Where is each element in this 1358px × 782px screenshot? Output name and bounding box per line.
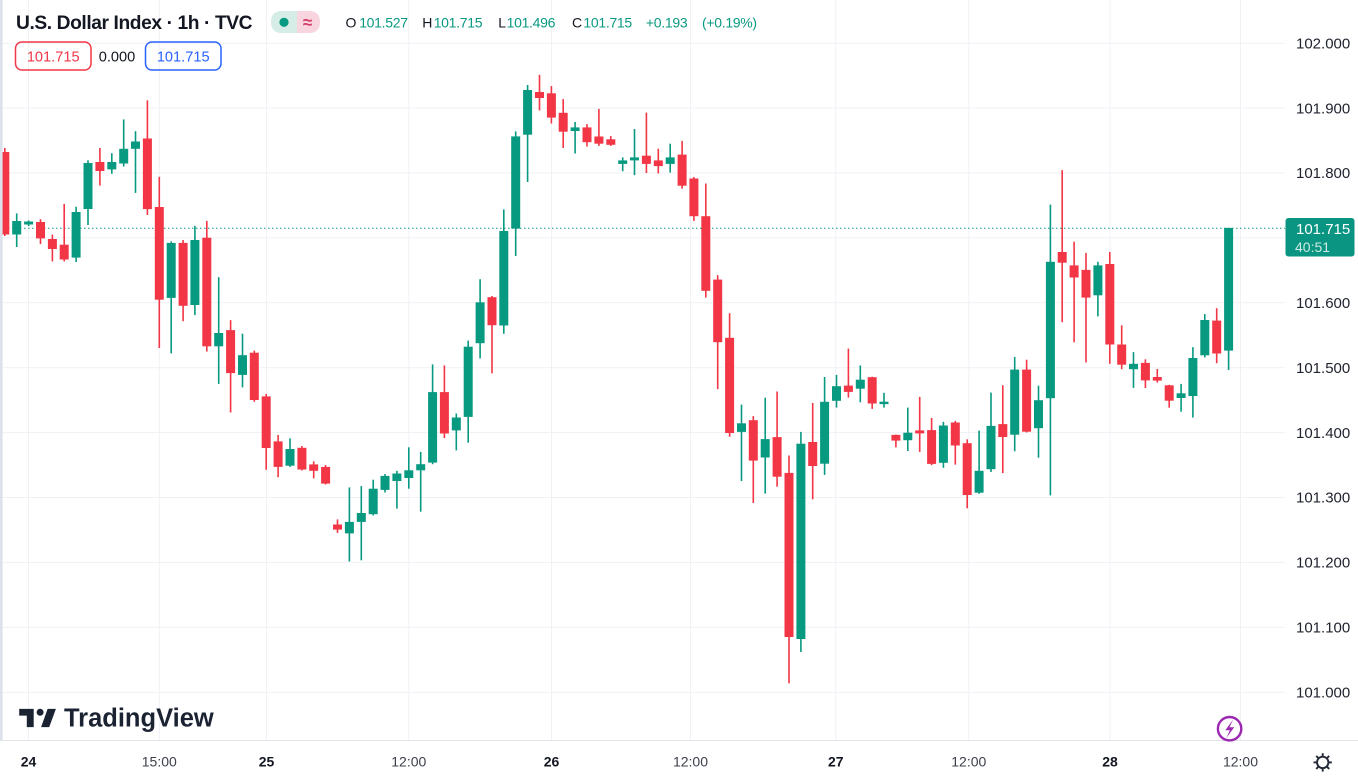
svg-text:101.600: 101.600 [1296,295,1350,312]
svg-text:12:00: 12:00 [673,754,708,770]
svg-text:28: 28 [1102,754,1118,770]
svg-text:101.300: 101.300 [1296,490,1350,507]
svg-text:12:00: 12:00 [1223,754,1258,770]
svg-text:12:00: 12:00 [951,754,986,770]
svg-text:12:00: 12:00 [391,754,426,770]
svg-text:101.100: 101.100 [1296,620,1350,637]
svg-text:101.715: 101.715 [157,49,210,65]
svg-text:26: 26 [544,754,560,770]
svg-text:TradingView: TradingView [64,705,214,733]
svg-text:101.715: 101.715 [27,49,80,65]
svg-text:40:51: 40:51 [1295,239,1330,255]
svg-text:≈: ≈ [303,13,312,32]
svg-text:101.500: 101.500 [1296,360,1350,377]
svg-text:101.800: 101.800 [1296,165,1350,182]
svg-text:101.715: 101.715 [1296,221,1350,238]
svg-text:25: 25 [259,754,275,770]
svg-text:102.000: 102.000 [1296,35,1350,52]
svg-text:15:00: 15:00 [142,754,177,770]
svg-text:U.S. Dollar Index · 1h · TVC: U.S. Dollar Index · 1h · TVC [16,13,253,34]
svg-text:101.400: 101.400 [1296,425,1350,442]
svg-text:27: 27 [828,754,844,770]
svg-text:24: 24 [21,754,37,770]
svg-text:101.200: 101.200 [1296,555,1350,572]
svg-text:101.000: 101.000 [1296,684,1350,701]
svg-text:0.000: 0.000 [99,49,136,65]
svg-text:101.900: 101.900 [1296,100,1350,117]
